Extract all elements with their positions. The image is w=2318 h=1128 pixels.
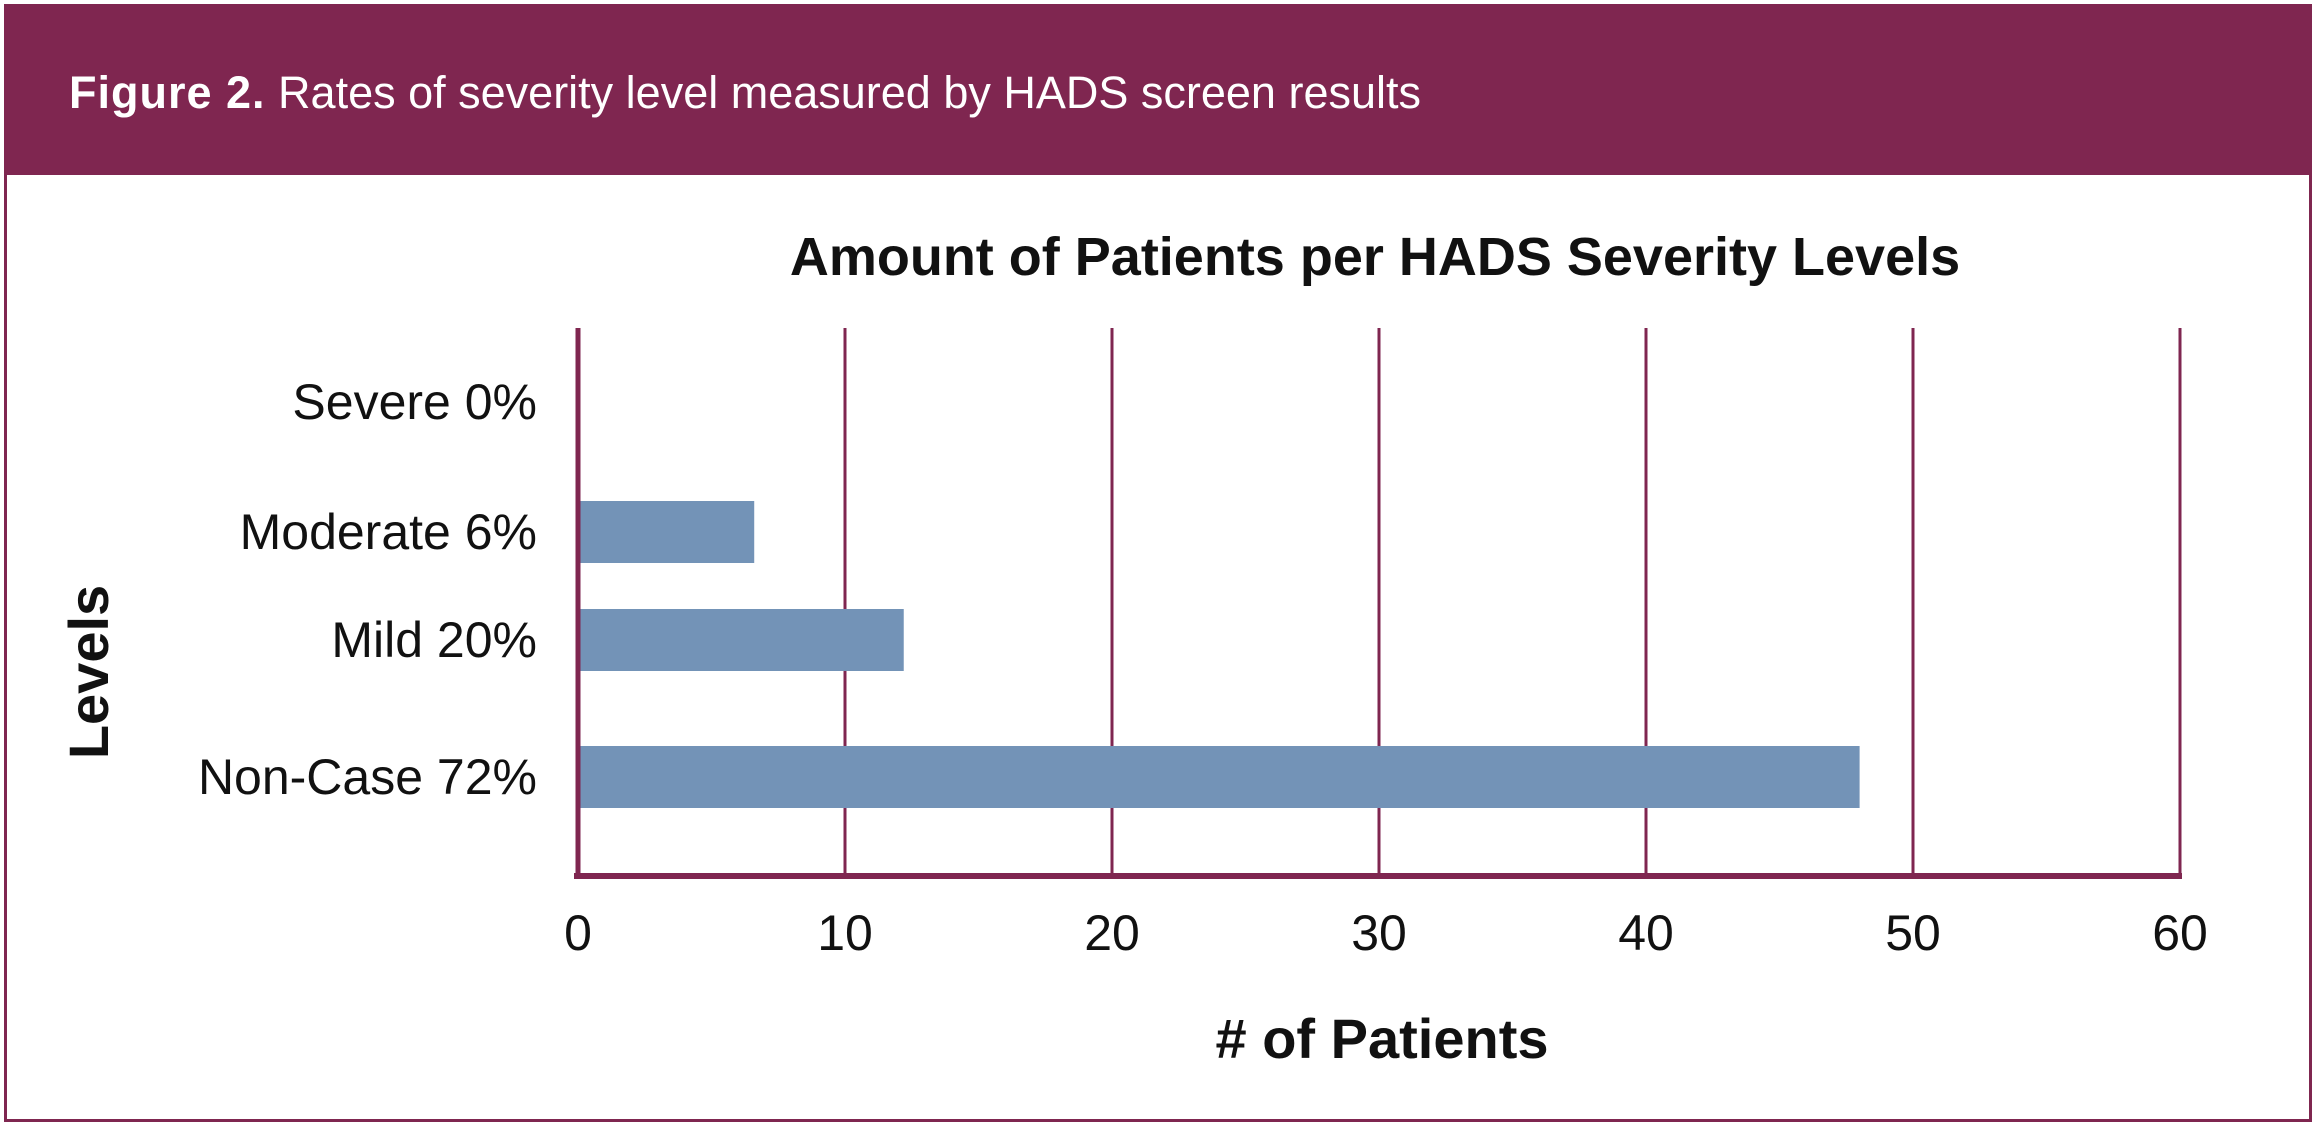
figure-header: Figure 2. Rates of severity level measur… <box>7 7 2309 175</box>
category-label: Mild 20% <box>331 612 537 668</box>
bar <box>578 501 755 563</box>
x-axis-title: # of Patients <box>1216 1007 1549 1070</box>
figure-frame: Figure 2. Rates of severity level measur… <box>4 4 2312 1122</box>
chart-title: Amount of Patients per HADS Severity Lev… <box>790 227 1960 287</box>
x-tick-label: 0 <box>564 905 592 961</box>
bar <box>578 746 1860 808</box>
y-axis-title: Levels <box>57 585 120 759</box>
category-labels: Severe 0% Moderate 6% Mild 20% Non-Case 72% <box>198 374 537 805</box>
figure-caption: Figure 2. Rates of severity level measur… <box>69 67 1421 119</box>
x-tick-label: 20 <box>1084 905 1140 961</box>
bars <box>578 501 1860 808</box>
x-tick-label: 10 <box>817 905 873 961</box>
x-tick-label: 50 <box>1885 905 1941 961</box>
x-tick-label: 40 <box>1618 905 1674 961</box>
figure-label: Figure 2. <box>69 67 266 118</box>
category-label: Moderate 6% <box>240 504 537 560</box>
axes <box>574 328 2182 879</box>
category-label: Severe 0% <box>292 374 537 430</box>
figure-caption-text: Rates of severity level measured by HADS… <box>265 67 1422 118</box>
bar <box>578 609 904 671</box>
x-tick-labels: 0 10 20 30 40 50 60 <box>564 905 2208 961</box>
category-label: Non-Case 72% <box>198 749 537 805</box>
x-tick-label: 60 <box>2152 905 2208 961</box>
x-tick-label: 30 <box>1351 905 1407 961</box>
